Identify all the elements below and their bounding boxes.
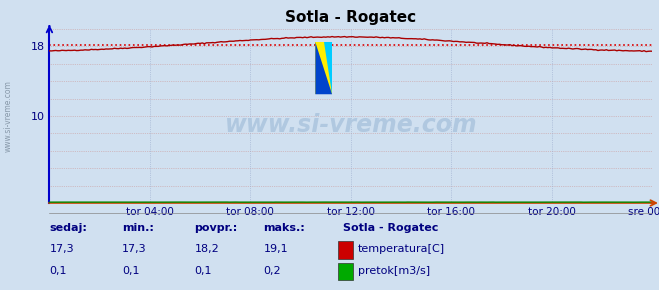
Text: www.si-vreme.com: www.si-vreme.com — [3, 80, 13, 152]
Text: 19,1: 19,1 — [264, 244, 288, 254]
Polygon shape — [324, 42, 332, 94]
Text: 0,1: 0,1 — [194, 266, 212, 276]
Bar — [315, 42, 332, 94]
Text: temperatura[C]: temperatura[C] — [358, 244, 445, 254]
Title: Sotla - Rogatec: Sotla - Rogatec — [285, 10, 416, 25]
Polygon shape — [315, 42, 332, 94]
Text: 0,2: 0,2 — [264, 266, 281, 276]
Text: 18,2: 18,2 — [194, 244, 219, 254]
Text: maks.:: maks.: — [264, 223, 305, 233]
Text: 17,3: 17,3 — [122, 244, 146, 254]
Text: 0,1: 0,1 — [49, 266, 67, 276]
Text: www.si-vreme.com: www.si-vreme.com — [225, 113, 477, 137]
Text: Sotla - Rogatec: Sotla - Rogatec — [343, 223, 438, 233]
Text: min.:: min.: — [122, 223, 154, 233]
Text: 0,1: 0,1 — [122, 266, 140, 276]
Text: sedaj:: sedaj: — [49, 223, 87, 233]
Text: 17,3: 17,3 — [49, 244, 74, 254]
Text: pretok[m3/s]: pretok[m3/s] — [358, 266, 430, 276]
Text: povpr.:: povpr.: — [194, 223, 238, 233]
